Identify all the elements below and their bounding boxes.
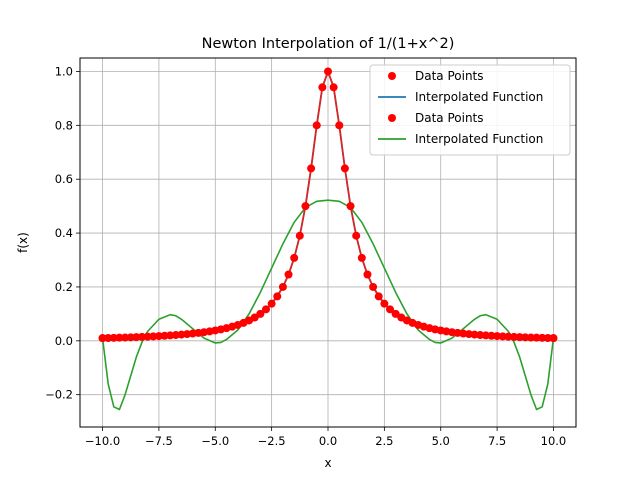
x-axis-ticks: −10.0 −7.5 −5.0 −2.5 0.0 2.5 5.0 7.5 10.0	[85, 427, 566, 448]
plot-series	[98, 67, 558, 411]
legend-label: Data Points	[415, 69, 484, 83]
y-tick-label: 1.0	[55, 64, 73, 78]
data-point	[290, 253, 299, 262]
data-point	[143, 332, 152, 341]
data-point	[538, 333, 547, 342]
data-point	[115, 333, 124, 342]
data-point	[295, 231, 304, 240]
legend-marker	[388, 72, 396, 80]
y-axis-ticks: −0.2 0.0 0.2 0.4 0.6 0.8 1.0	[45, 64, 80, 402]
data-point	[352, 231, 361, 240]
data-point	[335, 121, 344, 130]
data-point	[149, 332, 158, 341]
data-point	[121, 333, 130, 342]
data-point	[526, 333, 535, 342]
x-tick-label: 7.5	[488, 434, 506, 448]
data-point	[301, 202, 310, 211]
data-point	[521, 333, 530, 342]
x-tick-label: 5.0	[432, 434, 450, 448]
y-tick-label: 0.6	[55, 172, 73, 186]
series-line-3	[101, 199, 555, 411]
data-point	[515, 333, 524, 342]
legend-marker	[388, 114, 396, 122]
data-point	[498, 332, 507, 341]
legend-box	[369, 64, 571, 156]
data-point	[98, 334, 107, 343]
y-tick-label: 0.0	[55, 334, 73, 348]
y-tick-label: 0.8	[55, 118, 73, 132]
x-axis-label: x	[324, 456, 331, 470]
data-point	[543, 334, 552, 343]
data-point	[340, 164, 349, 173]
data-point	[307, 164, 316, 173]
legend: Data Points Interpolated Function Data Poi…	[369, 64, 571, 156]
data-point	[273, 292, 282, 301]
data-point	[104, 334, 113, 343]
data-point	[132, 333, 141, 342]
legend-label: Interpolated Function	[415, 90, 543, 104]
data-point	[357, 253, 366, 262]
y-tick-label: 0.2	[55, 280, 73, 294]
data-point	[510, 332, 518, 341]
data-point	[386, 305, 394, 314]
chart-title: Newton Interpolation of 1/(1+x^2)	[202, 36, 455, 52]
legend-label: Data Points	[415, 111, 484, 125]
y-tick-label: −0.2	[45, 388, 73, 402]
x-tick-label: 10.0	[541, 434, 567, 448]
x-tick-label: 0.0	[319, 434, 337, 448]
data-point	[284, 270, 293, 279]
x-tick-label: −10.0	[85, 434, 120, 448]
data-point	[532, 333, 541, 342]
data-point	[109, 333, 118, 342]
y-tick-label: 0.4	[55, 226, 73, 240]
data-point	[324, 67, 332, 76]
data-point	[312, 121, 321, 130]
data-point	[369, 282, 378, 291]
data-point	[504, 332, 513, 341]
data-point	[487, 331, 496, 340]
x-tick-label: −7.5	[145, 434, 173, 448]
data-point	[267, 299, 276, 308]
data-point	[329, 83, 338, 92]
data-point	[380, 299, 389, 308]
data-point	[126, 333, 135, 342]
data-point	[374, 292, 383, 301]
legend-label: Interpolated Function	[415, 132, 543, 146]
y-axis-label: f(x)	[16, 232, 30, 253]
data-point	[138, 332, 146, 341]
data-point	[278, 282, 287, 291]
data-point	[363, 270, 372, 279]
data-point	[318, 83, 327, 92]
data-point	[256, 309, 265, 318]
x-tick-label: −5.0	[201, 434, 229, 448]
x-tick-label: −2.5	[258, 434, 286, 448]
data-point	[493, 332, 502, 341]
data-point	[154, 332, 163, 341]
x-tick-label: 2.5	[375, 434, 393, 448]
data-point	[262, 305, 270, 314]
data-point	[549, 334, 558, 343]
data-point	[346, 202, 355, 211]
